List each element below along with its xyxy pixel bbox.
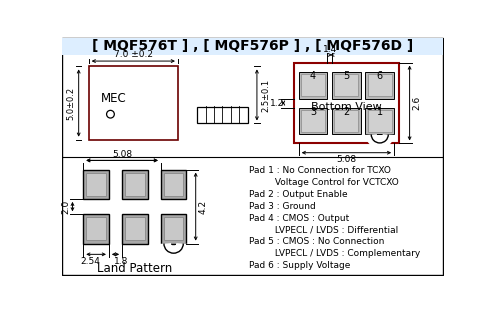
Bar [301,110,325,132]
Bar [365,72,394,99]
Bar [86,173,106,196]
Text: LVPECL / LVDS : Complementary: LVPECL / LVDS : Complementary [249,249,421,258]
Bar [301,74,325,96]
Text: Pad 3 : Ground: Pad 3 : Ground [249,202,316,210]
Text: 3: 3 [310,107,316,117]
Bar [125,173,144,196]
Text: 5.0±0.2: 5.0±0.2 [67,86,75,120]
Bar [122,214,147,244]
Text: 4: 4 [310,71,316,81]
Bar [197,107,247,123]
Text: Pad 1 : No Connection for TCXO: Pad 1 : No Connection for TCXO [249,166,391,175]
Circle shape [106,110,114,118]
Bar [161,170,186,199]
Bar [334,74,358,96]
Text: 1: 1 [377,107,383,117]
Text: LVPECL / LVDS : Differential: LVPECL / LVDS : Differential [249,225,398,234]
Bar [365,108,394,135]
Bar [125,217,144,241]
Text: 1.4: 1.4 [322,45,337,54]
Bar [83,214,109,244]
Bar [164,217,183,241]
Text: Voltage Control for VCTCXO: Voltage Control for VCTCXO [249,178,399,187]
Text: 2: 2 [343,107,350,117]
Bar [294,63,399,144]
Bar [63,38,443,55]
Text: 6: 6 [377,71,383,81]
Bar [368,110,392,132]
Text: 2.0: 2.0 [61,199,70,214]
Bar [334,110,358,132]
Text: Pad 2 : Output Enable: Pad 2 : Output Enable [249,190,348,199]
Bar [299,108,327,135]
Text: Land Pattern: Land Pattern [97,262,173,275]
Text: [ MQF576T ] , [ MQF576P ] , [ MQF576D ]: [ MQF576T ] , [ MQF576P ] , [ MQF576D ] [92,39,413,53]
Bar [86,217,106,241]
Text: 5: 5 [343,71,350,81]
Bar [161,214,186,244]
Text: Pad 6 : Supply Voltage: Pad 6 : Supply Voltage [249,261,351,270]
Bar [299,72,327,99]
Bar [89,66,178,140]
Text: 2.6: 2.6 [413,96,422,110]
Text: 2.54: 2.54 [80,257,100,266]
Bar [332,72,361,99]
Bar [164,173,183,196]
Text: MEC: MEC [101,92,126,105]
Text: 1.8: 1.8 [114,257,128,266]
Text: 7.0 ±0.2: 7.0 ±0.2 [114,51,153,60]
Text: 4.2: 4.2 [198,200,207,214]
Text: Bottom View: Bottom View [311,102,382,112]
Text: Pad 5 : CMOS : No Connection: Pad 5 : CMOS : No Connection [249,237,385,246]
Text: 5.08: 5.08 [112,150,132,159]
Text: Pad 4 : CMOS : Output: Pad 4 : CMOS : Output [249,214,350,223]
Bar [122,170,147,199]
Text: 1.2: 1.2 [270,99,284,108]
Bar [83,170,109,199]
Text: 2.5±0.1: 2.5±0.1 [262,78,271,112]
Text: 5.08: 5.08 [336,155,356,164]
Bar [368,74,392,96]
Bar [332,108,361,135]
